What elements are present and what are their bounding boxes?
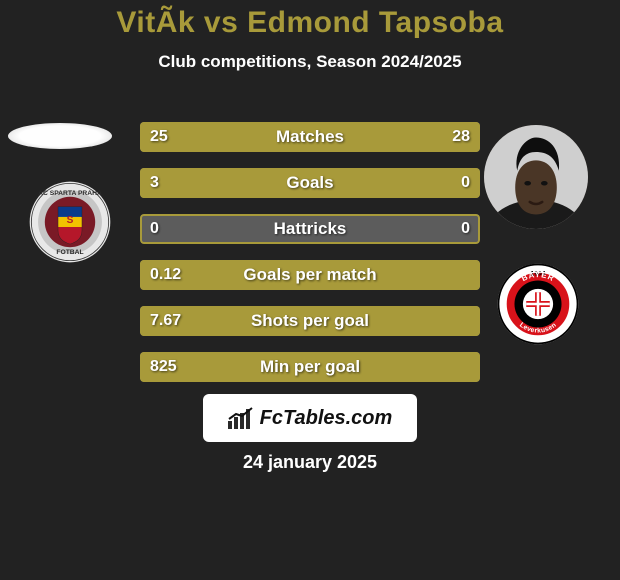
subtitle: Club competitions, Season 2024/2025 — [0, 52, 620, 72]
stat-row: 825 Min per goal — [140, 352, 480, 382]
stat-value-left: 25 — [150, 128, 168, 146]
stat-value-left: 7.67 — [150, 312, 181, 330]
stat-label: Shots per goal — [251, 311, 369, 331]
stat-value-left: 825 — [150, 358, 177, 376]
player-right-avatar — [484, 125, 588, 229]
svg-text:S: S — [67, 215, 74, 226]
stat-value-left: 0 — [150, 220, 159, 238]
player-left-club-badge: AC SPARTA PRAHA FOTBAL S — [28, 180, 112, 264]
date-text: 24 january 2025 — [0, 452, 620, 473]
stat-row: 7.67 Shots per goal — [140, 306, 480, 336]
stat-row: 0.12 Goals per match — [140, 260, 480, 290]
svg-text:AC SPARTA PRAHA: AC SPARTA PRAHA — [38, 190, 102, 197]
stat-value-right: 0 — [461, 174, 470, 192]
brand-chart-icon — [228, 407, 256, 429]
stat-label: Matches — [276, 127, 344, 147]
stat-row: 0 Hattricks 0 — [140, 214, 480, 244]
stat-row: 3 Goals 0 — [140, 168, 480, 198]
stat-value-left: 3 — [150, 174, 159, 192]
stats-container: 25 Matches 28 3 Goals 0 0 Hattricks 0 0.12 Goals p… — [140, 122, 480, 398]
stat-label: Min per goal — [260, 357, 360, 377]
svg-text:FOTBAL: FOTBAL — [56, 249, 83, 256]
brand-box: FcTables.com — [203, 394, 417, 442]
stat-label: Goals — [286, 173, 333, 193]
player-left-avatar — [8, 123, 112, 149]
stat-label: Goals per match — [243, 265, 376, 285]
stat-label: Hattricks — [274, 219, 347, 239]
stat-row: 25 Matches 28 — [140, 122, 480, 152]
stat-value-left: 0.12 — [150, 266, 181, 284]
stat-value-right: 0 — [461, 220, 470, 238]
brand-text: FcTables.com — [260, 407, 393, 430]
player-right-club-badge: 1904 BAYER Leverkusen — [496, 262, 580, 346]
page-title: VitÃ­k vs Edmond Tapsoba — [0, 0, 620, 40]
stat-value-right: 28 — [452, 128, 470, 146]
